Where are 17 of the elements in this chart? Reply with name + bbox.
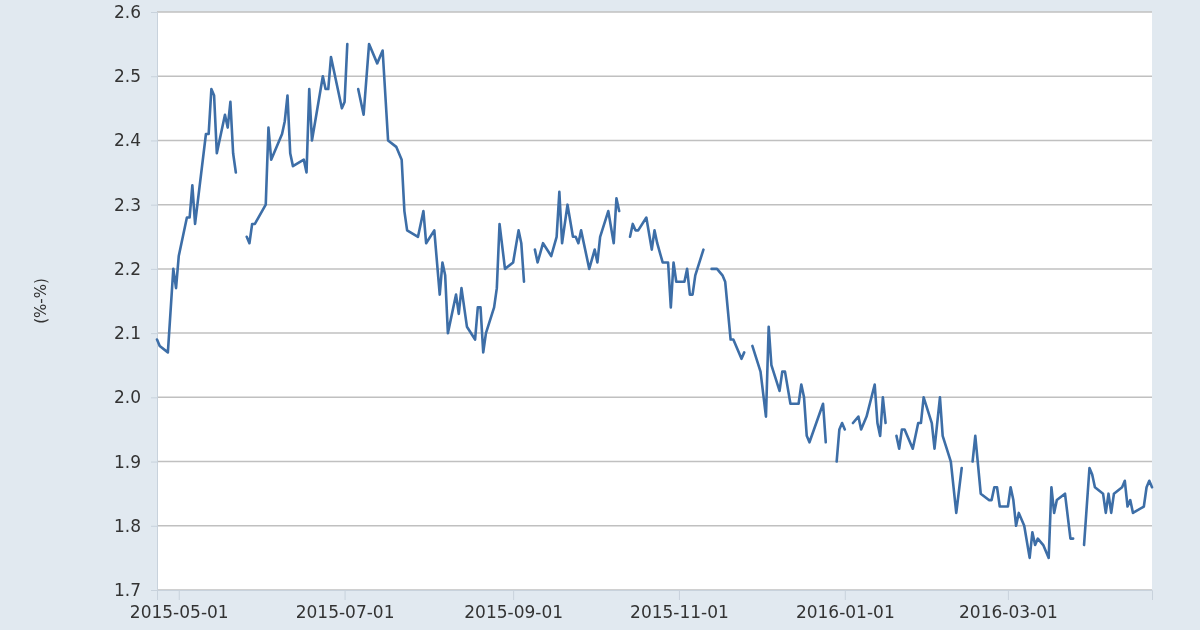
- x-tick-label: 2016-01-01: [795, 602, 895, 623]
- x-tick-label: 2015-05-01: [129, 602, 229, 623]
- x-tick-label: 2015-11-01: [630, 602, 729, 623]
- y-tick-label: 2.6: [113, 1, 141, 22]
- x-tick-label: 2015-09-01: [464, 602, 564, 623]
- x-tick-label: 2016-03-01: [959, 602, 1058, 623]
- y-axis-title: (%-%): [32, 278, 50, 324]
- y-tick-label: 2.1: [113, 323, 141, 344]
- y-tick-label: 2.5: [113, 66, 141, 87]
- y-tick-label: 1.8: [113, 515, 141, 536]
- y-tick-label: 2.2: [113, 258, 141, 279]
- x-tick-label: 2015-07-01: [295, 602, 395, 623]
- y-tick-label: 2.0: [113, 387, 141, 408]
- y-tick-label: 2.4: [113, 130, 141, 151]
- y-tick-label: 1.9: [113, 451, 141, 472]
- y-tick-label: 2.3: [113, 194, 141, 215]
- y-tick-label: 1.7: [113, 579, 141, 600]
